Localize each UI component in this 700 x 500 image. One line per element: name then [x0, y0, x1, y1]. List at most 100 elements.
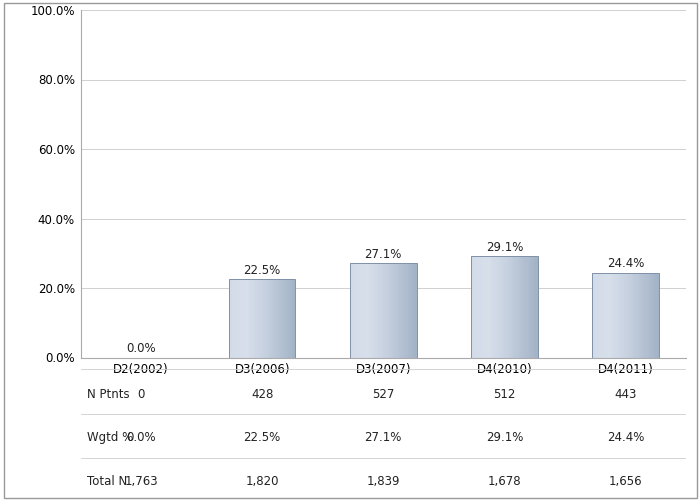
Bar	[372, 264, 373, 358]
Bar	[519, 256, 520, 358]
Bar	[294, 280, 295, 357]
Bar	[628, 272, 629, 358]
Bar	[509, 256, 510, 358]
Bar	[523, 256, 524, 358]
Bar	[274, 280, 276, 357]
Text: 0.0%: 0.0%	[126, 432, 156, 444]
Bar	[482, 256, 483, 358]
Bar	[621, 272, 622, 358]
Bar	[280, 280, 281, 357]
Bar	[471, 256, 472, 358]
Bar	[504, 256, 505, 358]
Text: Total N: Total N	[87, 475, 127, 488]
Bar	[375, 264, 377, 358]
Bar	[592, 272, 659, 358]
Bar	[498, 256, 499, 358]
Bar	[623, 272, 624, 358]
Bar	[499, 256, 500, 358]
Bar	[650, 272, 651, 358]
Bar	[237, 280, 238, 357]
Bar	[367, 264, 368, 358]
Bar	[271, 280, 272, 357]
Bar	[384, 264, 386, 358]
Bar	[258, 280, 259, 357]
Bar	[368, 264, 369, 358]
Bar	[486, 256, 488, 358]
Text: 24.4%: 24.4%	[607, 432, 644, 444]
Bar	[409, 264, 410, 358]
Bar	[414, 264, 415, 358]
Bar	[270, 280, 271, 357]
Bar	[360, 264, 361, 358]
Bar	[641, 272, 642, 358]
Bar	[622, 272, 623, 358]
Bar	[598, 272, 600, 358]
Bar	[530, 256, 531, 358]
Bar	[619, 272, 620, 358]
Bar	[508, 256, 509, 358]
Text: 428: 428	[251, 388, 273, 400]
Bar	[405, 264, 407, 358]
Bar	[374, 264, 375, 358]
Bar	[608, 272, 609, 358]
Bar	[256, 280, 257, 357]
Bar	[257, 280, 258, 357]
Bar	[263, 280, 265, 357]
Bar	[484, 256, 486, 358]
Bar	[356, 264, 358, 358]
Bar	[475, 256, 477, 358]
Text: 443: 443	[615, 388, 636, 400]
Bar	[362, 264, 363, 358]
Bar	[626, 272, 627, 358]
Bar	[242, 280, 244, 357]
Bar	[286, 280, 288, 357]
Bar	[651, 272, 652, 358]
Bar	[649, 272, 650, 358]
Bar	[390, 264, 391, 358]
Bar	[235, 280, 237, 357]
Bar	[265, 280, 267, 357]
Bar	[272, 280, 273, 357]
Bar	[630, 272, 631, 358]
Bar	[600, 272, 601, 358]
Bar	[654, 272, 655, 358]
Bar	[379, 264, 380, 358]
Bar	[351, 264, 352, 358]
Bar	[505, 256, 507, 358]
Bar	[248, 280, 250, 357]
Bar	[291, 280, 292, 357]
Text: 1,763: 1,763	[124, 475, 158, 488]
Bar	[502, 256, 503, 358]
Bar	[361, 264, 362, 358]
Bar	[411, 264, 412, 358]
Bar	[534, 256, 536, 358]
Bar	[526, 256, 528, 358]
Bar	[642, 272, 643, 358]
Bar	[481, 256, 482, 358]
Bar	[378, 264, 379, 358]
Bar	[382, 264, 384, 358]
Bar	[610, 272, 611, 358]
Text: 512: 512	[494, 388, 515, 400]
Bar	[278, 280, 279, 357]
Bar	[644, 272, 645, 358]
Bar	[647, 272, 648, 358]
Bar	[229, 280, 295, 357]
Bar	[601, 272, 602, 358]
Bar	[273, 280, 274, 357]
Text: 1,656: 1,656	[608, 475, 643, 488]
Bar	[514, 256, 515, 358]
Bar	[500, 256, 501, 358]
Bar	[639, 272, 640, 358]
Bar	[624, 272, 626, 358]
Bar	[501, 256, 502, 358]
Bar	[373, 264, 374, 358]
Text: 27.1%: 27.1%	[365, 248, 402, 261]
Bar	[250, 280, 251, 357]
Bar	[259, 280, 260, 357]
Bar	[636, 272, 638, 358]
Text: N Ptnts: N Ptnts	[87, 388, 130, 400]
Bar	[626, 272, 628, 358]
Text: 1,839: 1,839	[367, 475, 400, 488]
Text: 29.1%: 29.1%	[486, 241, 523, 254]
